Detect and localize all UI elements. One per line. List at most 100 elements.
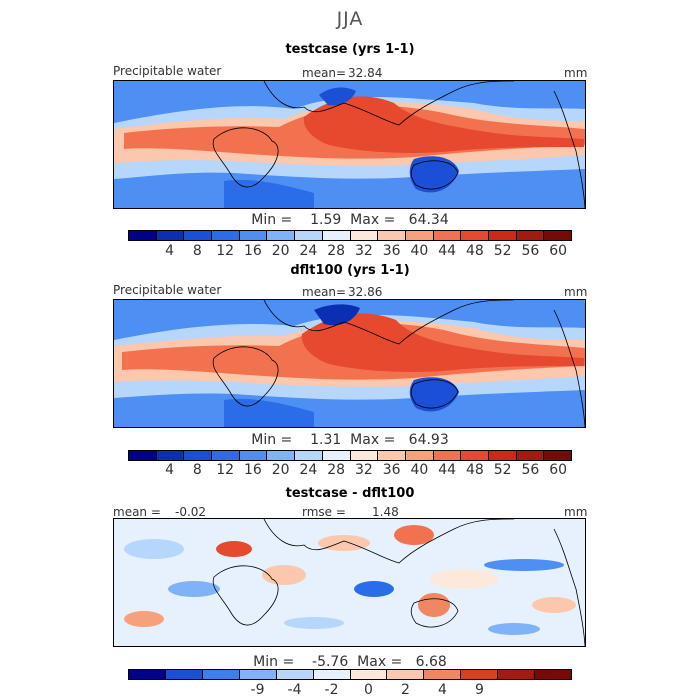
colorbar-segment [129,670,165,679]
colorbar-tick-label: 56 [521,462,540,478]
colorbar-segment [129,231,156,240]
colorbar-tick-label: 60 [549,462,568,478]
panel-2-map [113,299,586,428]
panel-3-max-label: Max = [357,654,403,670]
panel-2-field [114,300,585,427]
colorbar-tick-label: 2 [401,682,410,698]
colorbar-tick-label: -9 [250,682,265,698]
colorbar-segment [238,231,267,240]
colorbar-tick-label: 48 [465,462,484,478]
colorbar-segment [460,451,488,460]
colorbar-segment [294,451,322,460]
colorbar-segment [543,231,571,240]
panel-3-units: mm [564,505,588,519]
panel-3-max-value: 6.68 [415,654,447,670]
panel-3-mean-value: -0.02 [175,505,207,519]
colorbar-segment [487,231,516,240]
colorbar-segment [164,670,202,679]
panel-1-variable: Precipitable water [113,64,222,78]
colorbar-segment [155,451,184,460]
colorbar-segment [377,451,405,460]
colorbar-segment [460,670,498,679]
colorbar-segment [275,670,313,679]
colorbar-segment [515,231,544,240]
colorbar-segment [211,231,239,240]
panel-1-colorbar [128,230,572,241]
colorbar-tick-label: 40 [410,243,429,259]
colorbar-segment [543,451,571,460]
colorbar-segment [238,670,276,679]
panel-3-rmse-value: 1.48 [372,505,399,519]
panel-1-title: testcase (yrs 1-1) [285,42,415,57]
panel-2-mean-label: mean= [302,285,347,299]
colorbar-tick-label: 44 [438,462,457,478]
colorbar-tick-label: -2 [324,682,339,698]
colorbar-tick-label: 8 [192,243,202,259]
panel-1-min-label: Min = [251,212,293,228]
colorbar-tick-label: 20 [271,243,290,259]
colorbar-segment [294,231,322,240]
colorbar-segment [321,451,350,460]
panel-1-field [114,81,585,208]
panel-1-minmax: Min = 1.59 Max = 64.34 [128,212,572,228]
panel-2-variable: Precipitable water [113,283,222,297]
panel-2-colorbar-ticks: 4 8 12 16 20 24 28 32 36 40 44 48 52 56 60 [128,462,572,478]
panel-1-max-label: Max = [350,212,396,228]
panel-2-colorbar [128,450,572,461]
colorbar-segment [432,231,461,240]
colorbar-segment [266,231,295,240]
colorbar-tick-label: -4 [287,682,302,698]
panel-3-min-label: Min = [253,654,295,670]
panel-2-max-value: 64.93 [408,432,449,448]
colorbar-segment [201,670,239,679]
colorbar-tick-label: 36 [382,243,401,259]
panel-3-rmse-label: rmse = [302,505,346,519]
colorbar-tick-label: 40 [410,462,429,478]
colorbar-segment [155,231,184,240]
colorbar-segment [312,670,350,679]
colorbar-segment [349,451,378,460]
panel-2-mean-value: 32.86 [348,285,383,299]
colorbar-segment [377,231,405,240]
panel-1-mean-label: mean= [302,66,347,80]
panel-1-mean-value: 32.84 [348,66,383,80]
panel-3-mean-label: mean = [113,505,161,519]
colorbar-tick-label: 24 [299,243,318,259]
colorbar-segment [487,451,516,460]
panel-1-map [113,80,586,209]
colorbar-segment [129,451,156,460]
colorbar-segment [321,231,350,240]
colorbar-segment [349,231,378,240]
colorbar-tick-label: 4 [438,682,447,698]
colorbar-segment [432,451,461,460]
colorbar-segment [211,451,239,460]
colorbar-tick-label: 4 [165,243,175,259]
colorbar-segment [460,231,488,240]
colorbar-tick-label: 4 [165,462,175,478]
panel-3-colorbar [128,669,572,680]
colorbar-segment [183,231,212,240]
colorbar-tick-label: 9 [475,682,484,698]
colorbar-segment [423,670,461,679]
colorbar-tick-label: 56 [521,243,540,259]
panel-1-units: mm [564,66,588,80]
colorbar-tick-label: 52 [493,243,512,259]
season-title: JJA [336,8,364,30]
panel-1-colorbar-ticks: 4 8 12 16 20 24 28 32 36 40 44 48 52 56 60 [128,243,572,259]
panel-2-max-label: Max = [350,432,396,448]
panel-2-min-value: 1.31 [310,432,342,448]
colorbar-tick-label: 16 [243,243,262,259]
colorbar-tick-label: 12 [216,243,235,259]
colorbar-segment [266,451,295,460]
colorbar-tick-label: 32 [354,243,373,259]
panel-1-min-value: 1.59 [310,212,342,228]
panel-2-title: dflt100 (yrs 1-1) [290,263,410,278]
colorbar-segment [534,670,572,679]
panel-3-map [113,518,586,647]
colorbar-segment [349,670,387,679]
colorbar-tick-label: 20 [271,462,290,478]
colorbar-segment [515,451,544,460]
colorbar-segment [497,670,535,679]
colorbar-tick-label: 16 [243,462,262,478]
colorbar-segment [404,451,433,460]
